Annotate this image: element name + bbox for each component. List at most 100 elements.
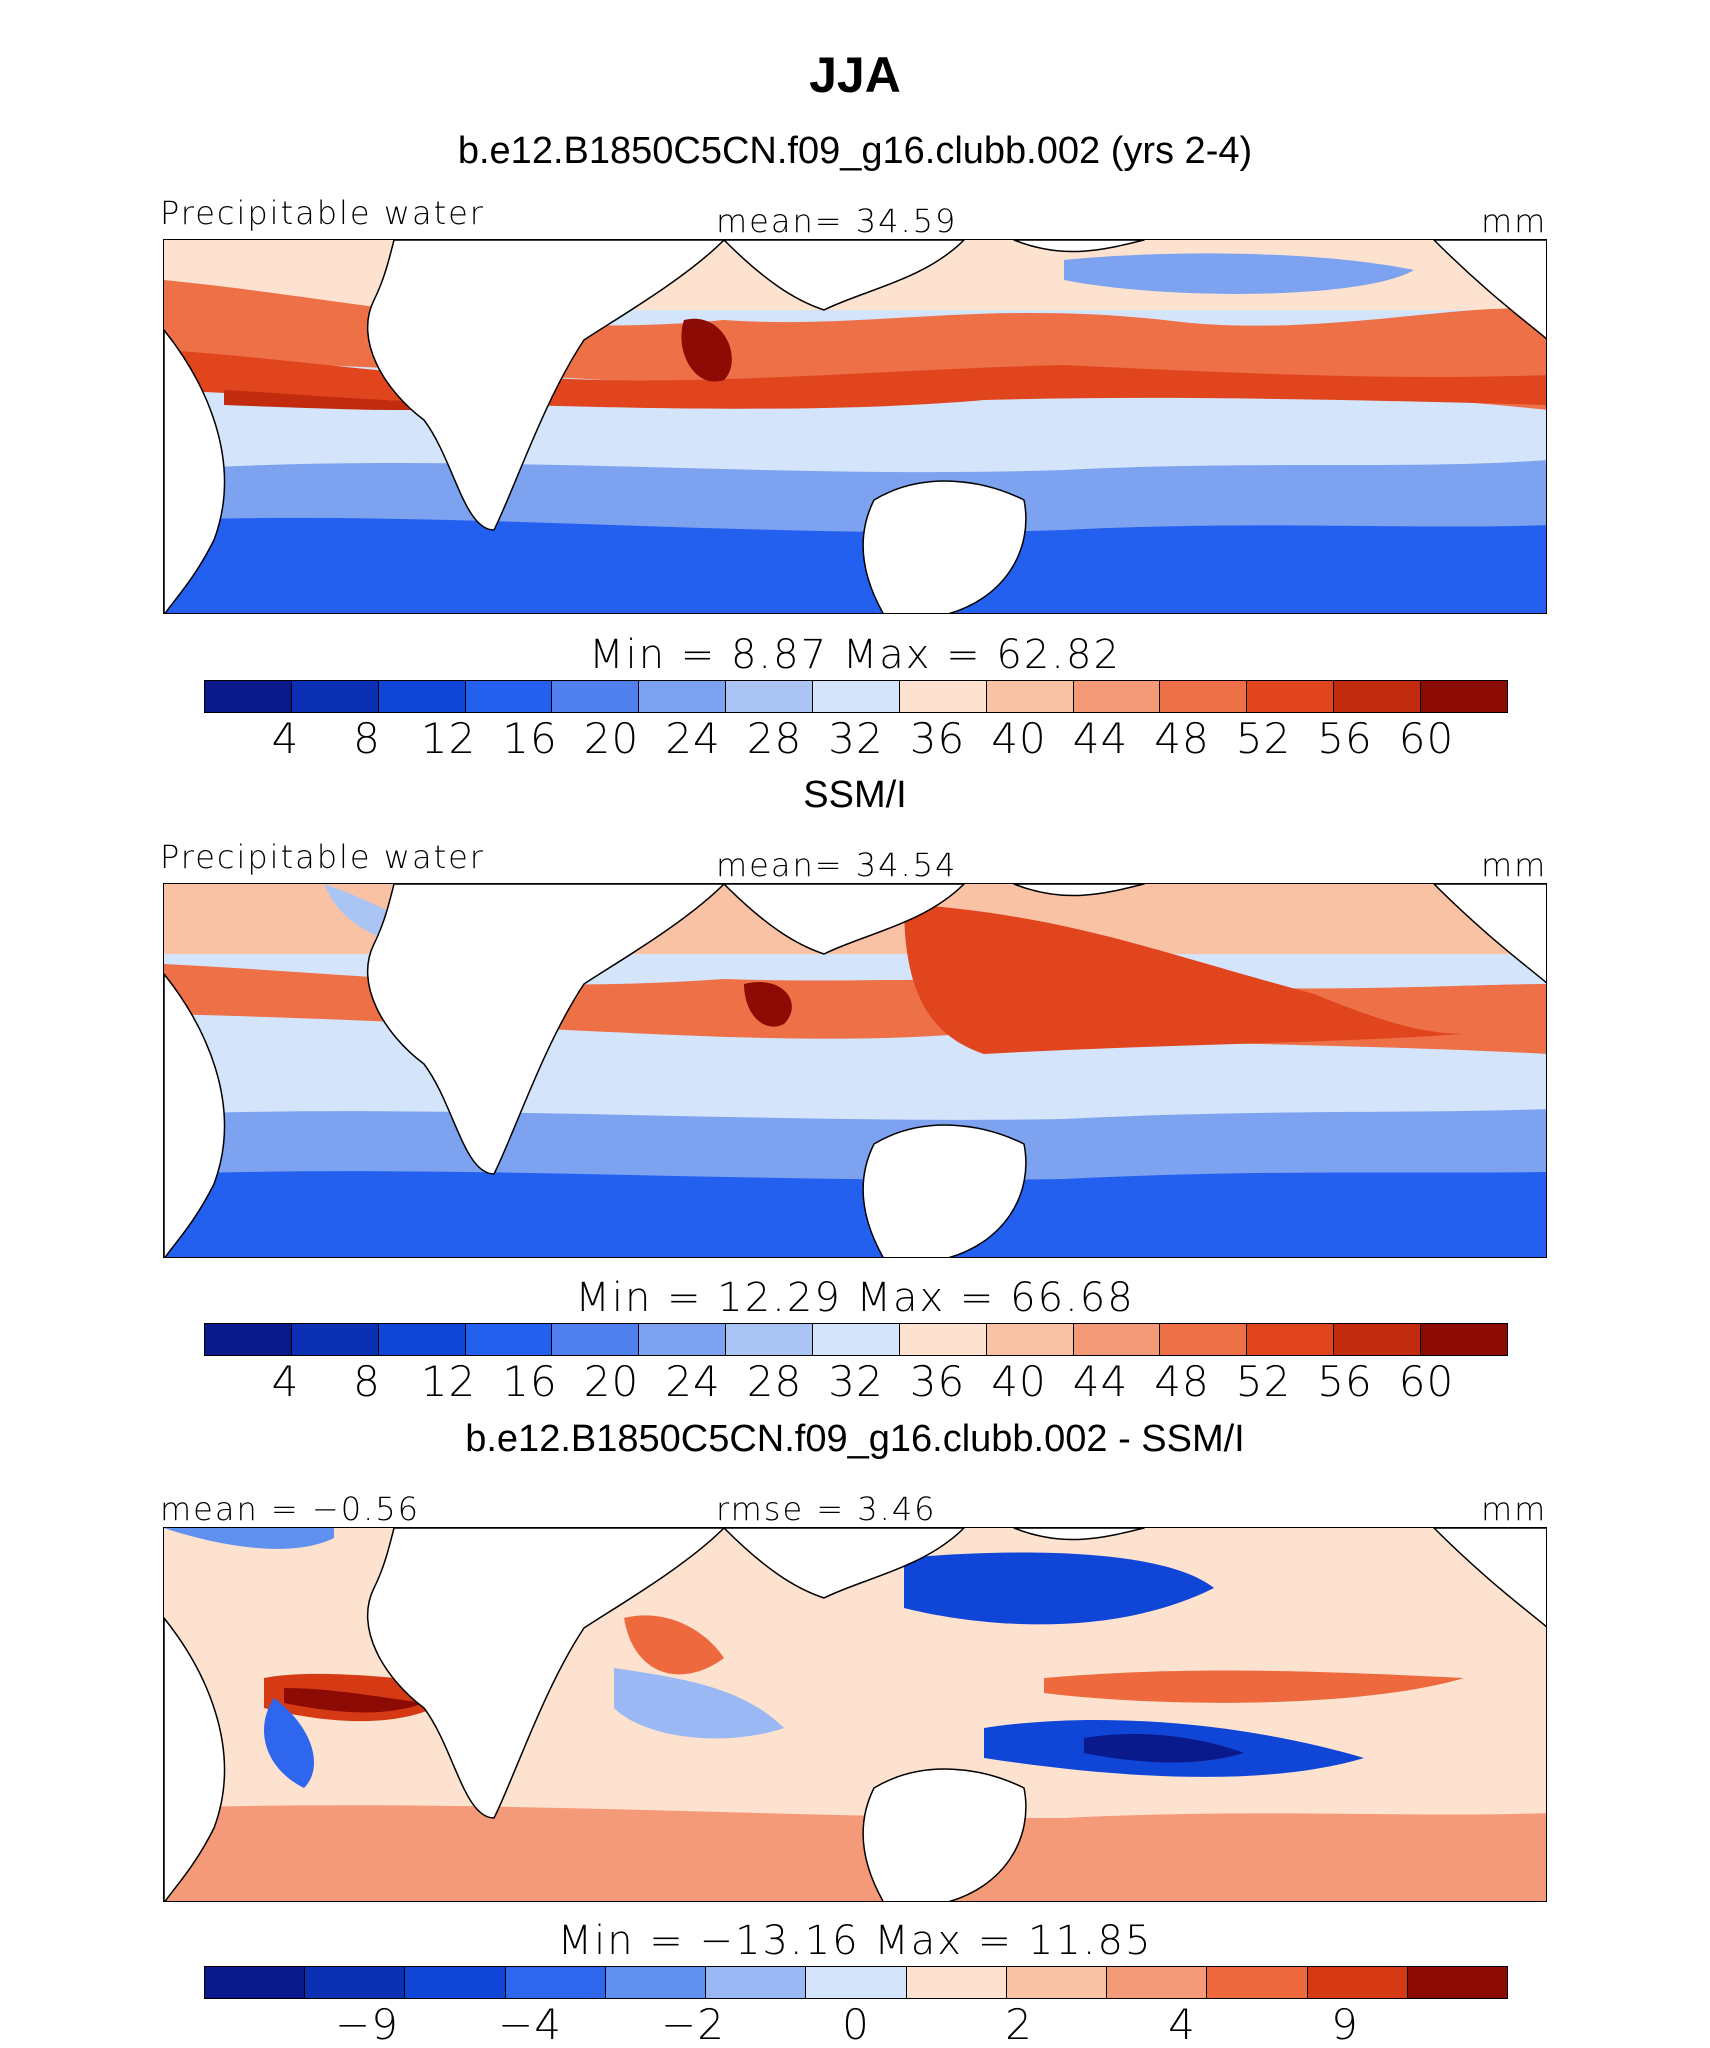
colorbar-swatch-2 <box>378 681 466 712</box>
south-america-coastline <box>164 329 226 613</box>
colorbar-swatch-1 <box>291 1324 379 1355</box>
panel2-map <box>163 883 1547 1258</box>
colorbar-swatch-4 <box>552 1324 640 1355</box>
colorbar-tick-label: 32 <box>828 1357 884 1406</box>
east-asia-coastline <box>1013 240 1145 253</box>
colorbar-tick-label: 0 <box>842 2000 870 2048</box>
panel2-left-label: Precipitable water <box>160 838 485 876</box>
colorbar-swatch-8 <box>899 681 987 712</box>
panel3-left-label: mean = −0.56 <box>160 1490 420 1528</box>
colorbar-swatch-0 <box>205 681 292 712</box>
east-asia-coastline <box>1013 884 1145 897</box>
colorbar-swatch-4 <box>605 1967 707 1998</box>
field-pacific-wet <box>1044 1670 1464 1703</box>
panel2-center-label: mean= 34.54 <box>716 846 958 884</box>
colorbar-swatch-4 <box>552 681 640 712</box>
colorbar-tick-label: 12 <box>420 714 477 763</box>
panel1-left-label: Precipitable water <box>160 194 485 232</box>
panel3-minmax: Min = −13.16 Max = 11.85 <box>557 1918 1153 1964</box>
field-core-bengal <box>744 982 792 1027</box>
south-america-coastline <box>164 1617 226 1901</box>
colorbar-tick-label: 2 <box>1005 2000 1033 2048</box>
colorbar-swatch-7 <box>906 1967 1007 1998</box>
colorbar-tick-label: 28 <box>746 714 803 763</box>
colorbar-tick-label: 20 <box>583 714 640 763</box>
colorbar-swatch-13 <box>1334 1324 1422 1355</box>
panel1-units: mm <box>1481 202 1548 240</box>
panel3-map <box>163 1527 1547 1902</box>
panel3-map-svg <box>164 1528 1546 1901</box>
colorbar-tick-label: 36 <box>909 714 966 763</box>
field-north-pacific-dry <box>904 1552 1214 1625</box>
colorbar-swatch-12 <box>1247 681 1335 712</box>
africa-coastline <box>366 884 725 1175</box>
colorbar-tick-label: 8 <box>353 1357 381 1406</box>
colorbar-swatch-6 <box>806 1967 907 1998</box>
season-title: JJA <box>809 47 901 103</box>
colorbar-tick-label: 52 <box>1235 1357 1292 1406</box>
colorbar-swatch-10 <box>1073 1324 1161 1355</box>
south-america-coastline <box>164 973 226 1257</box>
panel1-center-label: mean= 34.59 <box>716 202 958 240</box>
field-pacific-dry-core <box>1084 1733 1244 1763</box>
east-asia-coastline <box>1013 1528 1145 1541</box>
colorbar-tick-label: 56 <box>1317 714 1373 763</box>
colorbar-swatch-5 <box>639 681 727 712</box>
colorbar-tick-label: 4 <box>1168 2000 1196 2048</box>
colorbar-swatch-5 <box>639 1324 727 1355</box>
colorbar-swatch-8 <box>1006 1967 1108 1998</box>
colorbar-tick-label: 28 <box>746 1357 803 1406</box>
asia-coastline <box>723 884 965 955</box>
colorbar-swatch-3 <box>505 1967 606 1998</box>
colorbar-swatch-2 <box>405 1967 506 1998</box>
field-band-warm-pool <box>904 904 1464 1054</box>
field-atlantic-core <box>284 1688 424 1713</box>
colorbar-swatch-13 <box>1334 681 1422 712</box>
field-southwest-atlantic-dry <box>264 1698 314 1788</box>
colorbar-swatch-9 <box>986 681 1074 712</box>
panel3-land <box>164 1528 1546 1901</box>
colorbar-swatch-11 <box>1160 681 1248 712</box>
colorbar-tick-label: 16 <box>502 1357 558 1406</box>
panel1-minmax: Min = 8.87 Max = 62.82 <box>589 632 1121 678</box>
africa-coastline <box>366 240 725 531</box>
colorbar-swatch-7 <box>813 681 900 712</box>
colorbar-swatch-11 <box>1160 1324 1248 1355</box>
colorbar-tick-label: 24 <box>665 714 721 763</box>
colorbar-tick-label: −4 <box>498 2000 562 2048</box>
australia-coastline <box>862 480 1027 613</box>
colorbar-swatch-12 <box>1247 1324 1335 1355</box>
panel1-map-svg <box>164 240 1546 613</box>
field-band-north-pacific <box>1064 253 1414 294</box>
colorbar-tick-label: 32 <box>828 714 884 763</box>
colorbar-tick-label: 40 <box>991 1357 1047 1406</box>
field-south-wet <box>164 1805 1546 1901</box>
field-indian-dry <box>614 1668 784 1739</box>
panel2-title: SSM/I <box>803 774 907 816</box>
panel3-title: b.e12.B1850C5CN.f09_g16.clubb.002 - SSM/… <box>465 1418 1245 1460</box>
panel1-colorbar-ticks: 4 8 12 16 20 24 28 32 36 40 44 48 52 56 60 <box>204 714 1508 763</box>
north-america-coastline <box>1433 884 1546 984</box>
panel2-field <box>164 884 1546 1257</box>
colorbar-swatch-1 <box>305 1967 406 1998</box>
field-band-south-deep <box>164 1171 1546 1257</box>
colorbar-swatch-8 <box>899 1324 987 1355</box>
colorbar-tick-label: −9 <box>335 2000 399 2048</box>
panel3-colorbar <box>204 1966 1508 1999</box>
australia-coastline <box>862 1124 1027 1257</box>
colorbar-tick-label: 4 <box>271 714 300 763</box>
colorbar-tick-label: 20 <box>583 1357 640 1406</box>
africa-coastline <box>366 1528 725 1819</box>
asia-coastline <box>723 240 965 311</box>
north-america-coastline <box>1433 1528 1546 1628</box>
asia-coastline <box>723 1528 965 1599</box>
colorbar-swatch-9 <box>1107 1967 1208 1998</box>
colorbar-tick-label: 12 <box>420 1357 477 1406</box>
field-core-bengal <box>681 318 732 382</box>
colorbar-tick-label: 56 <box>1317 1357 1373 1406</box>
colorbar-swatch-3 <box>465 1324 553 1355</box>
north-america-coastline <box>1433 240 1546 340</box>
panel3-colorbar-ticks: −9 −4 −2 0 2 4 9 <box>204 2000 1508 2048</box>
colorbar-tick-label: 8 <box>353 714 381 763</box>
